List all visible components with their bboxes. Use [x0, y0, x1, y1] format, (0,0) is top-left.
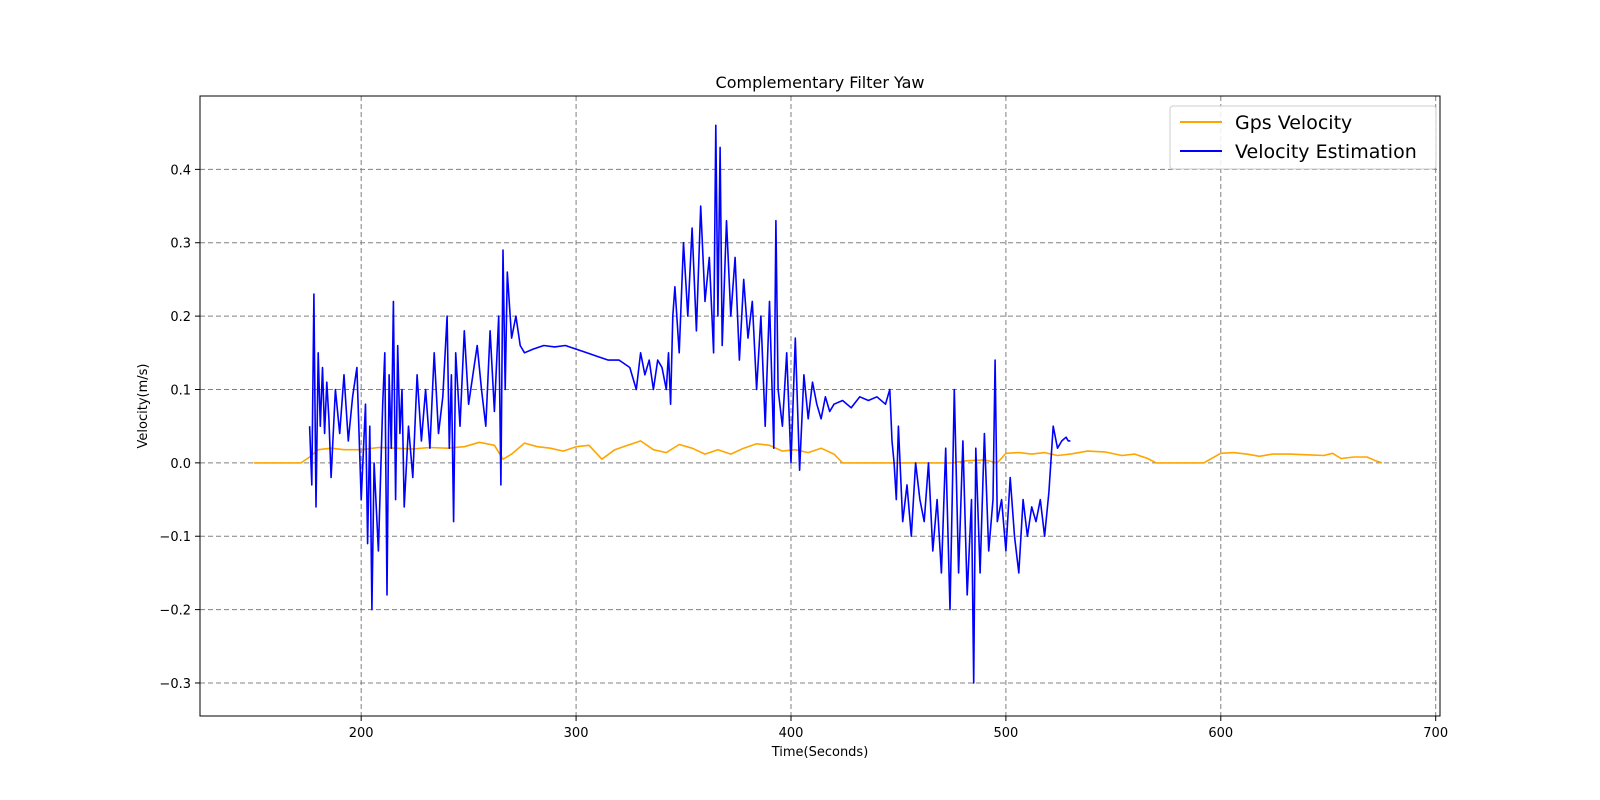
y-tick-label: −0.3	[159, 677, 191, 692]
x-tick-label: 300	[564, 726, 589, 741]
y-axis-label: Velocity(m/s)	[136, 364, 151, 449]
series-line-gps-velocity	[253, 440, 1383, 464]
legend-label-velocity-estimation: Velocity Estimation	[1235, 141, 1417, 163]
y-tick-label: 0.0	[170, 457, 191, 472]
x-tick-label: 500	[993, 726, 1018, 741]
x-tick-label: 200	[349, 726, 374, 741]
y-tick-label: 0.1	[170, 383, 191, 398]
plot-frame	[199, 95, 1441, 717]
plot-area	[200, 96, 1440, 716]
x-axis-label: Time(Seconds)	[771, 745, 869, 760]
legend: Gps Velocity Velocity Estimation	[1169, 105, 1437, 170]
y-tick-label: 0.3	[170, 237, 191, 252]
y-tick-label: −0.1	[159, 530, 191, 545]
legend-box	[1169, 105, 1437, 170]
chart-title: Complementary Filter Yaw	[716, 73, 925, 92]
legend-label-gps-velocity: Gps Velocity	[1235, 112, 1352, 134]
y-tick-label: 0.2	[170, 310, 191, 325]
x-tick-label: 600	[1208, 726, 1233, 741]
x-tick-label: 400	[779, 726, 804, 741]
series-line-velocity-estimation	[308, 124, 1071, 684]
ticks: 200 300 400 500 600 700 −0.3 −0.2 −0.1 0.0 0.1 0.2 0…	[159, 163, 1448, 741]
y-tick-label: 0.4	[170, 163, 191, 178]
y-tick-label: −0.2	[159, 604, 191, 619]
x-tick-label: 700	[1423, 726, 1448, 741]
series-layer	[253, 124, 1383, 684]
